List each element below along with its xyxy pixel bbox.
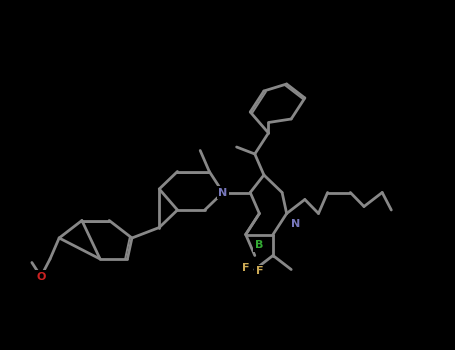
Text: B: B bbox=[255, 240, 263, 250]
Text: O: O bbox=[36, 272, 46, 281]
Text: N: N bbox=[291, 219, 300, 229]
Text: F: F bbox=[256, 266, 263, 276]
Text: N: N bbox=[218, 188, 228, 197]
Text: F: F bbox=[242, 263, 249, 273]
